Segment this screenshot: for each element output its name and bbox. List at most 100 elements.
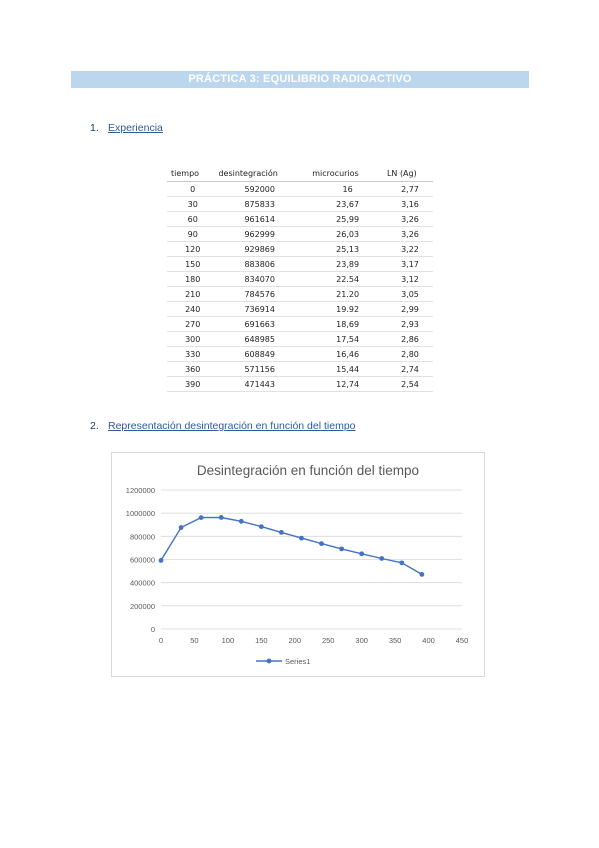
- chart-container: Desintegración en función del tiempo 0 200…: [111, 452, 485, 677]
- y-tick-label: 1200000: [126, 486, 155, 495]
- document-title: PRÁCTICA 3: EQUILIBRIO RADIOACTIVO: [71, 71, 529, 88]
- data-point: [359, 551, 365, 557]
- x-tick-label: 450: [456, 636, 469, 645]
- table-cell: 3,17: [382, 256, 433, 272]
- table-cell: 3,12: [382, 271, 433, 287]
- table-cell: 300: [167, 331, 215, 347]
- section-title: Experiencia: [108, 122, 163, 134]
- line-chart: Desintegración en función del tiempo 0 200…: [111, 452, 485, 677]
- section-title: Representación desintegración en función…: [108, 420, 356, 432]
- table-cell: 60: [167, 211, 215, 227]
- table-cell: 875833: [214, 196, 309, 212]
- series-line: [160, 516, 423, 576]
- table-row: 90 962999 26,03 3,26: [167, 226, 433, 242]
- data-point: [419, 571, 425, 577]
- x-tick-label: 250: [322, 636, 335, 645]
- table-cell: 23,89: [308, 256, 383, 272]
- table-cell: 2,86: [382, 331, 433, 347]
- x-tick-label: 150: [255, 636, 268, 645]
- table-cell: 390: [167, 376, 215, 392]
- table-cell: 3,16: [382, 196, 433, 212]
- table-row: 300 648985 17,54 2,86: [167, 331, 433, 347]
- y-tick-label: 200000: [130, 602, 155, 611]
- chart-title: Desintegración en función del tiempo: [197, 463, 419, 478]
- table-cell: 608849: [214, 346, 309, 362]
- x-tick-label: 400: [422, 636, 435, 645]
- col-header-desintegracion: desintegración: [214, 166, 309, 182]
- table-cell: 25,13: [308, 241, 383, 257]
- table-row: 360 571156 15,44 2,74: [167, 361, 433, 377]
- table-cell: 120: [167, 241, 215, 257]
- table-row: 120 929869 25,13 3,22: [167, 241, 433, 257]
- col-header-ln-ag: LN (Ag): [382, 166, 433, 182]
- table-cell: 834070: [214, 271, 309, 287]
- table-row: 270 691663 18,69 2,93: [167, 316, 433, 332]
- data-point: [379, 556, 385, 561]
- x-tick-label: 50: [190, 636, 198, 645]
- table-cell: 30: [167, 196, 215, 212]
- table-cell: 2,93: [382, 316, 433, 332]
- table-cell: 961614: [214, 211, 309, 227]
- y-tick-label: 600000: [130, 556, 155, 565]
- data-point: [238, 518, 244, 524]
- table-cell: 330: [167, 346, 215, 362]
- section-number: 2.: [90, 420, 99, 432]
- table-cell: 784576: [214, 286, 309, 302]
- table-cell: 22.54: [308, 271, 383, 287]
- legend-marker: [266, 658, 272, 664]
- table-cell: 2,74: [382, 361, 433, 377]
- data-point: [399, 560, 405, 566]
- table-cell: 962999: [214, 226, 309, 242]
- x-tick-label: 0: [159, 636, 163, 645]
- table-cell: 2,54: [382, 376, 433, 392]
- table-cell: 883806: [214, 256, 309, 272]
- table-row: 0 592000 16 2,77: [167, 181, 433, 197]
- table-row: 30 875833 23,67 3,16: [167, 196, 433, 212]
- table-cell: 471443: [214, 376, 309, 392]
- table-cell: 180: [167, 271, 215, 287]
- table-cell: 17,54: [308, 331, 383, 347]
- table-cell: 90: [167, 226, 215, 242]
- y-tick-label: 0: [151, 625, 155, 634]
- table-cell: 3,26: [382, 226, 433, 242]
- table-cell: 12,74: [308, 376, 383, 392]
- table-cell: 210: [167, 286, 215, 302]
- table-cell: 3,05: [382, 286, 433, 302]
- table-cell: 21.20: [308, 286, 383, 302]
- y-tick-label: 800000: [130, 532, 155, 541]
- table-cell: 360: [167, 361, 215, 377]
- table-cell: 2,80: [382, 346, 433, 362]
- table-cell: 19.92: [308, 301, 383, 317]
- col-header-tiempo: tiempo: [167, 166, 215, 182]
- y-tick-label: 1000000: [126, 509, 155, 518]
- data-point: [218, 515, 224, 520]
- data-table: tiempo desintegración microcurios LN (Ag…: [167, 166, 433, 392]
- table-cell: 691663: [214, 316, 309, 332]
- data-point: [279, 529, 284, 535]
- table-cell: 3,26: [382, 211, 433, 227]
- y-tick-label: 400000: [130, 579, 155, 588]
- x-tick-label: 350: [389, 636, 402, 645]
- data-point: [198, 515, 204, 521]
- table-cell: 16: [308, 181, 383, 197]
- x-tick-label: 200: [289, 636, 302, 645]
- section-number: 1.: [90, 122, 99, 134]
- table-row: 60 961614 25,99 3,26: [167, 211, 433, 227]
- table-cell: 3,22: [382, 241, 433, 257]
- x-tick-label: 300: [355, 636, 368, 645]
- table-cell: 25,99: [308, 211, 383, 227]
- legend-label: Series1: [285, 657, 310, 666]
- table-cell: 648985: [214, 331, 309, 347]
- table-cell: 571156: [214, 361, 309, 377]
- table-header-row: tiempo desintegración microcurios LN (Ag…: [167, 166, 433, 182]
- table-row: 240 736914 19.92 2,99: [167, 301, 433, 317]
- col-header-microcurios: microcurios: [308, 166, 383, 182]
- table-cell: 592000: [214, 181, 309, 197]
- table-row: 210 784576 21.20 3,05: [167, 286, 433, 302]
- table-cell: 240: [167, 301, 215, 317]
- table-cell: 23,67: [308, 196, 383, 212]
- x-tick-label: 100: [222, 636, 235, 645]
- data-point: [178, 525, 184, 530]
- table-cell: 2,99: [382, 301, 433, 317]
- data-point: [299, 535, 304, 541]
